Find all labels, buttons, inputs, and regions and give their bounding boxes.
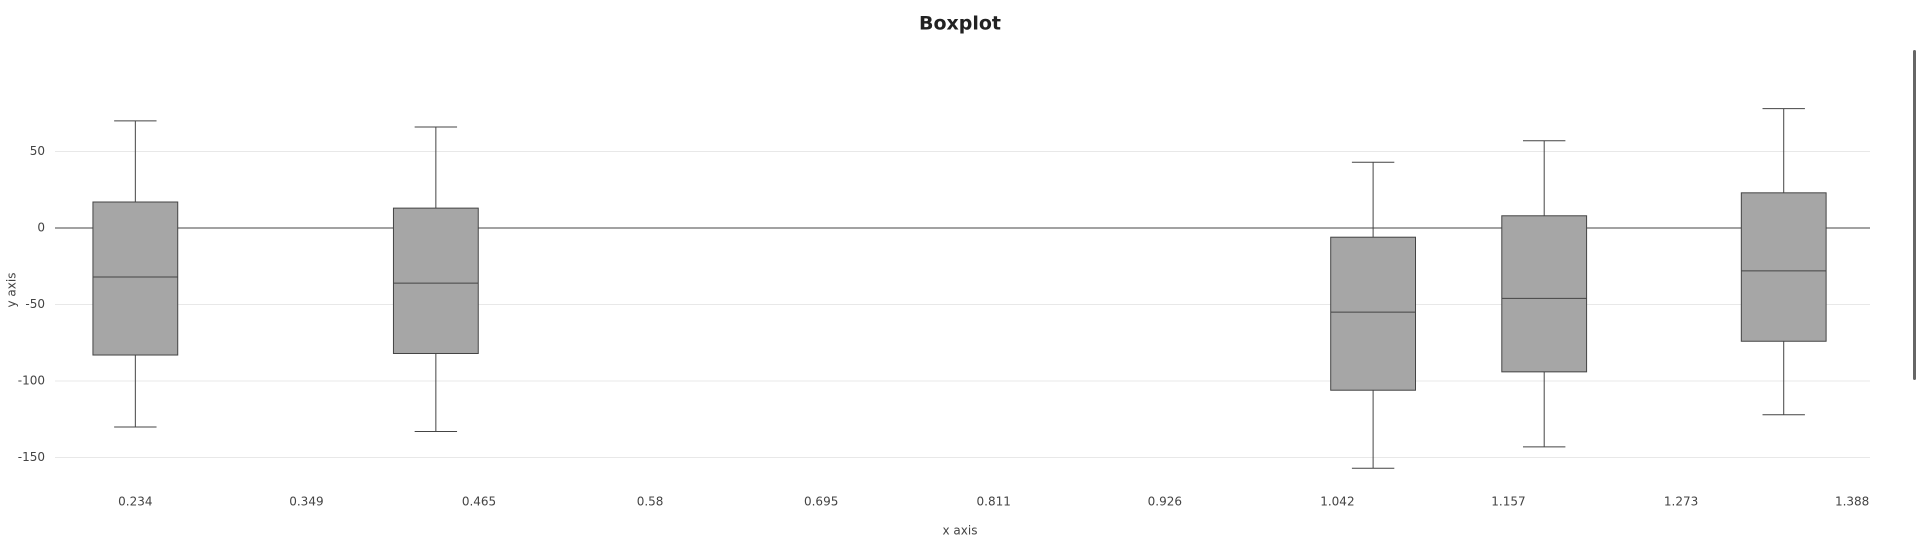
y-tick-label: 50: [30, 144, 45, 158]
x-tick-label: 0.349: [289, 495, 323, 509]
y-tick-label: -50: [25, 297, 45, 311]
x-tick-label: 0.926: [1148, 495, 1182, 509]
box: [1740, 192, 1827, 342]
box: [92, 201, 179, 356]
x-tick-label: 0.695: [804, 495, 838, 509]
y-tick-label: -100: [18, 374, 45, 388]
box: [1501, 215, 1588, 373]
x-tick-label: 0.811: [977, 495, 1011, 509]
scrollbar[interactable]: [1913, 50, 1916, 380]
x-tick-label: 0.234: [118, 495, 152, 509]
box: [1330, 236, 1417, 391]
box: [392, 207, 479, 354]
x-tick-label: 1.388: [1835, 495, 1869, 509]
x-tick-label: 0.465: [462, 495, 496, 509]
chart-title: Boxplot: [919, 13, 1001, 35]
x-tick-label: 1.157: [1491, 495, 1525, 509]
x-tick-label: 1.042: [1320, 495, 1354, 509]
x-tick-label: 1.273: [1664, 495, 1698, 509]
y-axis-title: y axis: [5, 273, 19, 308]
y-tick-label: -150: [18, 450, 45, 464]
y-tick-label: 0: [37, 221, 45, 235]
x-tick-label: 0.58: [637, 495, 664, 509]
x-axis-title: x axis: [943, 524, 978, 538]
